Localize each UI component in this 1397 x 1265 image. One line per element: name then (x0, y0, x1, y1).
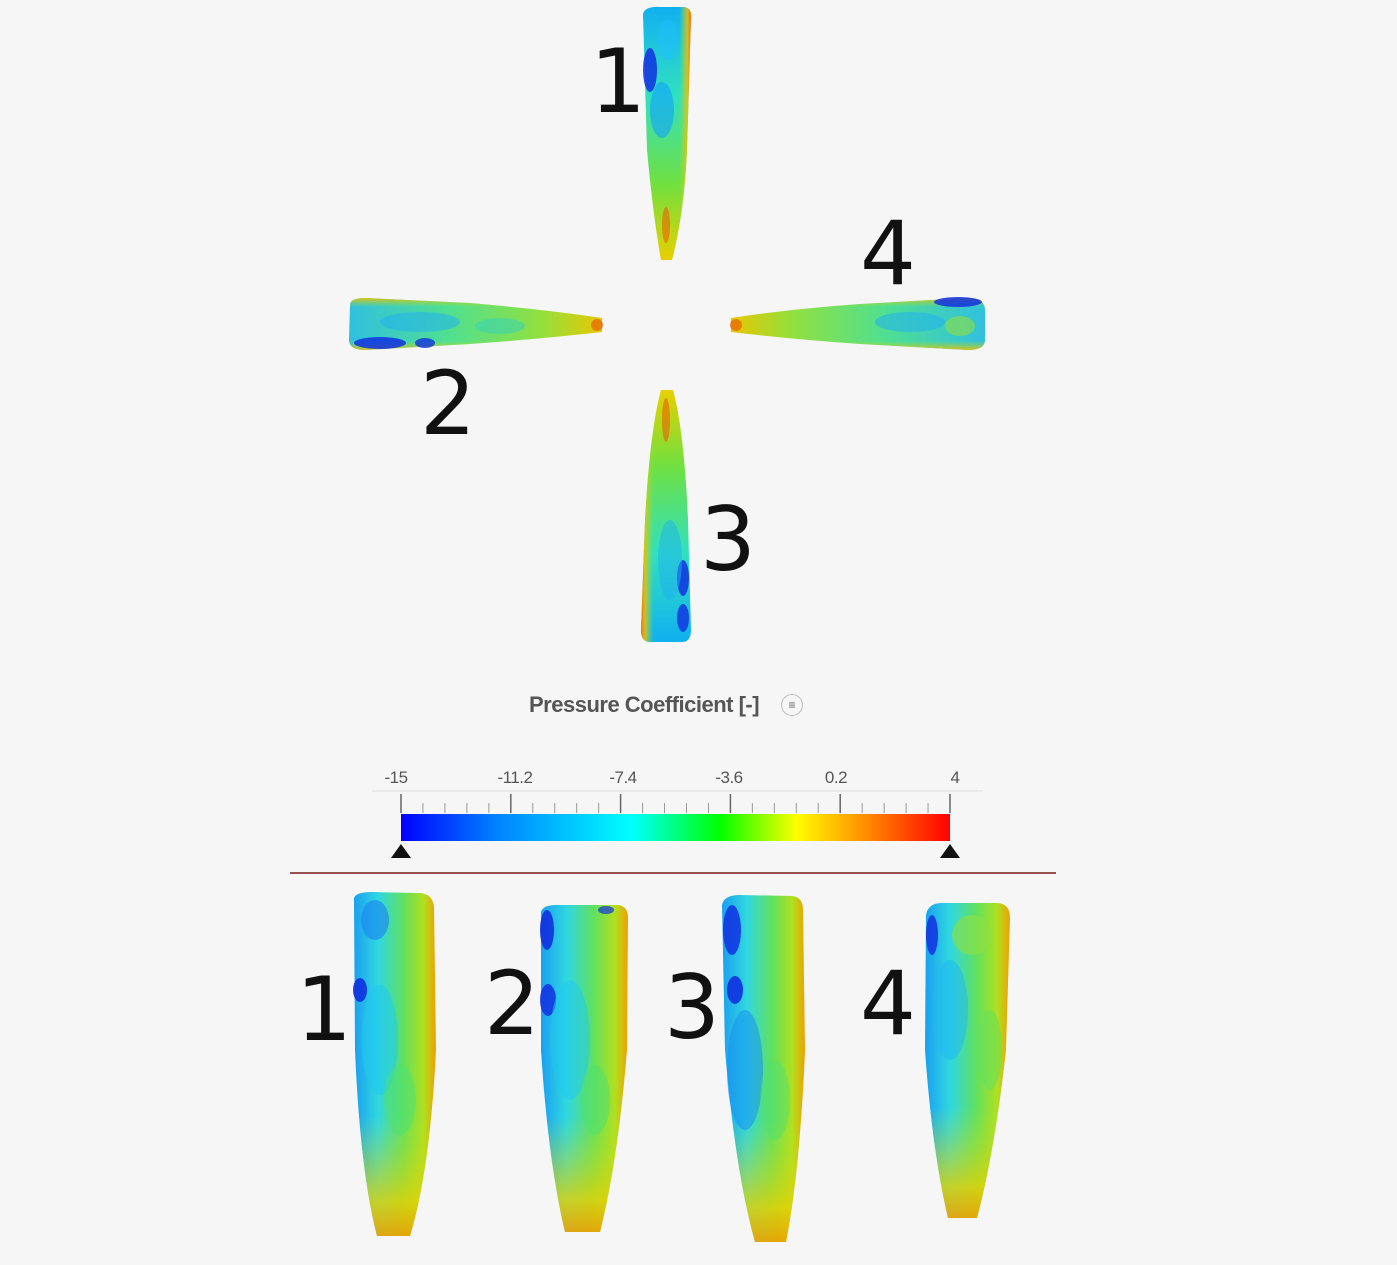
top-blade-2 (349, 298, 603, 350)
top-blade-1 (643, 6, 692, 261)
color-bar-ticks (400, 794, 951, 813)
top-blade-label-1: 1 (590, 30, 646, 133)
top-blade-label-4: 4 (860, 202, 916, 305)
top-blade-label-3: 3 (700, 488, 756, 591)
max-handle-icon[interactable] (940, 844, 960, 858)
side-blade-label-4: 4 (860, 952, 916, 1055)
side-blade-label-2: 2 (484, 952, 540, 1055)
tick-label: -11.2 (497, 768, 534, 787)
side-blade-label-1: 1 (296, 958, 352, 1061)
side-blade-label-3: 3 (664, 956, 720, 1059)
top-blade-4 (730, 297, 985, 350)
side-blade-1 (353, 892, 436, 1236)
tick-label: 0.2 (824, 768, 848, 787)
top-blade-label-2: 2 (420, 352, 476, 455)
side-blade-2 (540, 905, 628, 1232)
top-blade-3 (641, 390, 691, 642)
legend-menu-icon[interactable]: ≡ (781, 694, 803, 716)
legend-title: Pressure Coefficient [-] (529, 692, 760, 717)
tick-label: -3.6 (715, 768, 743, 787)
color-bar-gradient (401, 814, 950, 841)
tick-label: -7.4 (609, 768, 637, 787)
side-blade-3 (722, 895, 805, 1242)
color-bar (372, 790, 983, 858)
side-blade-4 (925, 903, 1010, 1218)
min-handle-icon[interactable] (391, 844, 411, 858)
tick-label: 4 (950, 768, 960, 787)
tick-label: -15 (384, 768, 408, 787)
